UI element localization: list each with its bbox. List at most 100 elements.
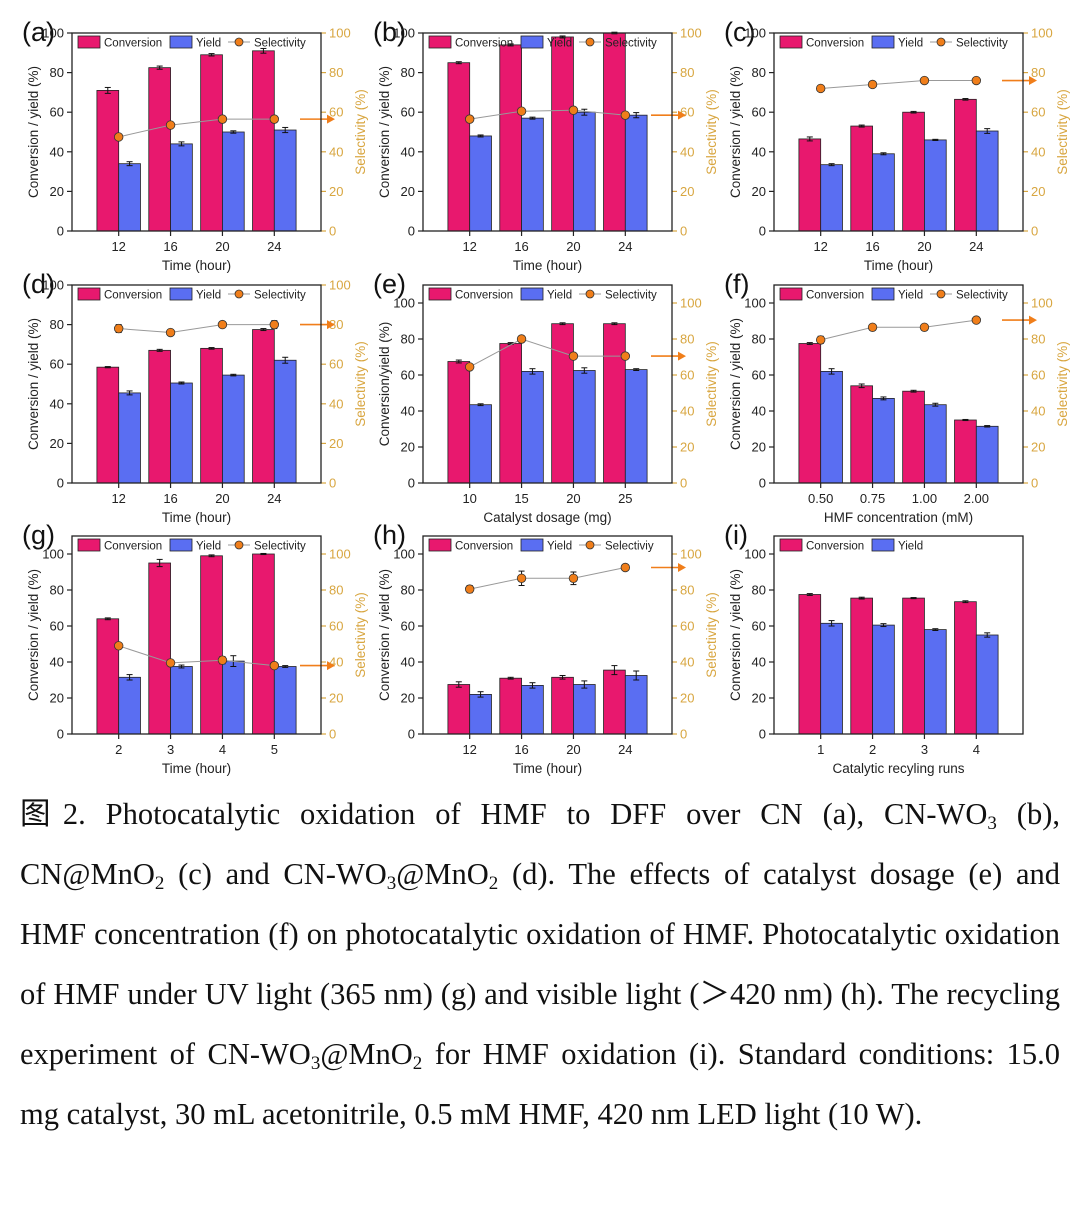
selectivity-point — [620, 110, 631, 120]
legend-swatch-yield — [520, 35, 544, 49]
y-tick-label: 60 — [50, 619, 64, 634]
x-tick-label: 1.00 — [912, 491, 937, 506]
y-tick-label: 40 — [50, 144, 64, 159]
selectivity-point — [568, 105, 579, 115]
selectivity-point — [516, 106, 527, 116]
y-right-tick-label: 100 — [1031, 26, 1053, 41]
caption-subscript: 3 — [310, 1053, 321, 1074]
y-tick-label: 60 — [752, 619, 766, 634]
panel-label: (h) — [373, 520, 406, 550]
bar-yield — [222, 660, 245, 735]
legend-label: Selectivity — [254, 38, 306, 50]
y-right-tick-label: 0 — [329, 476, 336, 491]
legend-label: Conversion — [104, 290, 162, 302]
x-tick-label: 25 — [618, 491, 632, 506]
bar-conversion — [148, 349, 171, 484]
x-tick-label: 2 — [869, 742, 876, 757]
y-tick-label: 80 — [401, 65, 415, 80]
legend: Conversion Yield Selectivity — [77, 287, 306, 302]
panel-label: (b) — [373, 17, 406, 47]
selectivity-line — [820, 319, 977, 341]
bar-conversion — [798, 343, 822, 484]
x-axis-label: Time (hour) — [513, 258, 582, 273]
x-tick-label: 4 — [973, 742, 980, 757]
panel-label: (e) — [373, 269, 406, 299]
legend-swatch-conversion — [779, 538, 803, 552]
selectivity-point — [217, 655, 228, 665]
bar-yield — [273, 359, 297, 484]
x-tick-label: 16 — [163, 239, 177, 254]
x-tick-label: 16 — [865, 239, 879, 254]
bar-conversion — [252, 50, 275, 232]
caption-text: for HMF oxidation (i). Standard conditio… — [20, 1037, 1060, 1131]
y-tick-label: 20 — [752, 184, 766, 199]
y-tick-label: 20 — [752, 440, 766, 455]
y-right-tick-label: 40 — [680, 144, 694, 159]
x-tick-label: 0.75 — [860, 491, 885, 506]
y-axis-label: Conversion / yield (%) — [728, 66, 743, 198]
y-tick-label: 60 — [50, 357, 64, 372]
bar-yield — [624, 114, 648, 232]
x-axis-label: Time (hour) — [162, 761, 231, 776]
x-tick-label: 16 — [163, 491, 177, 506]
x-tick-label: 12 — [462, 742, 476, 757]
bar-yield — [170, 382, 193, 484]
x-tick-label: 20 — [917, 239, 931, 254]
y-tick-label: 40 — [752, 655, 766, 670]
y-tick-label: 20 — [401, 440, 415, 455]
caption-text: @MnO — [396, 857, 489, 891]
selectivity-line — [118, 645, 275, 667]
selectivity-point — [867, 79, 878, 90]
x-axis-label: Time (hour) — [162, 258, 231, 273]
bar-yield — [469, 135, 492, 232]
y-axis-label: Conversion / yield (%) — [26, 318, 41, 450]
y-right-tick-label: 40 — [329, 396, 343, 411]
y-right-tick-label: 20 — [1031, 440, 1045, 455]
bar-conversion — [603, 323, 626, 484]
selectivity-point — [971, 315, 982, 325]
x-tick-label: 24 — [969, 239, 983, 254]
y-tick-label: 0 — [759, 224, 766, 239]
x-tick-label: 20 — [566, 742, 580, 757]
bar-conversion — [96, 618, 120, 735]
legend-label: Conversion — [104, 38, 162, 50]
selectivity-point — [919, 322, 930, 333]
legend-label: Yield — [196, 290, 221, 302]
legend-marker-selectivity — [936, 37, 946, 47]
selectivity-point — [516, 334, 527, 344]
bar-conversion — [954, 601, 977, 735]
y-axis-label: Conversion / yield (%) — [377, 66, 392, 198]
panel-label: (g) — [22, 520, 55, 550]
legend-label: Conversion — [806, 290, 864, 302]
legend-swatch-conversion — [77, 287, 101, 301]
y-right-tick-label: 60 — [1031, 368, 1045, 383]
bar-yield — [820, 164, 843, 232]
legend-marker-selectivity — [585, 289, 595, 299]
x-tick-label: 2.00 — [964, 491, 989, 506]
bar-yield — [521, 685, 544, 735]
selectivity-point — [867, 322, 878, 333]
x-tick-label: 12 — [462, 239, 476, 254]
bar-yield — [469, 404, 492, 484]
selectivity-point — [269, 114, 280, 124]
x-tick-label: 0.50 — [808, 491, 833, 506]
x-axis-label: HMF concentration (mM) — [824, 510, 973, 525]
selectivity-point — [568, 573, 579, 584]
legend-swatch-yield — [871, 287, 895, 301]
y-right-tick-label: 60 — [329, 619, 343, 634]
y-right-axis-label: Selectivity (%) — [1055, 341, 1070, 427]
y-tick-label: 60 — [50, 105, 64, 120]
caption-subscript: 2 — [412, 1053, 423, 1074]
y-tick-label: 100 — [42, 547, 64, 562]
selectivity-point — [464, 584, 475, 594]
y-tick-label: 80 — [50, 65, 64, 80]
x-tick-label: 24 — [618, 239, 632, 254]
y-tick-label: 40 — [50, 655, 64, 670]
y-tick-label: 0 — [759, 476, 766, 491]
y-tick-label: 80 — [752, 583, 766, 598]
y-tick-label: 80 — [50, 583, 64, 598]
bar-conversion — [603, 669, 626, 735]
selectivity-point — [568, 351, 579, 361]
